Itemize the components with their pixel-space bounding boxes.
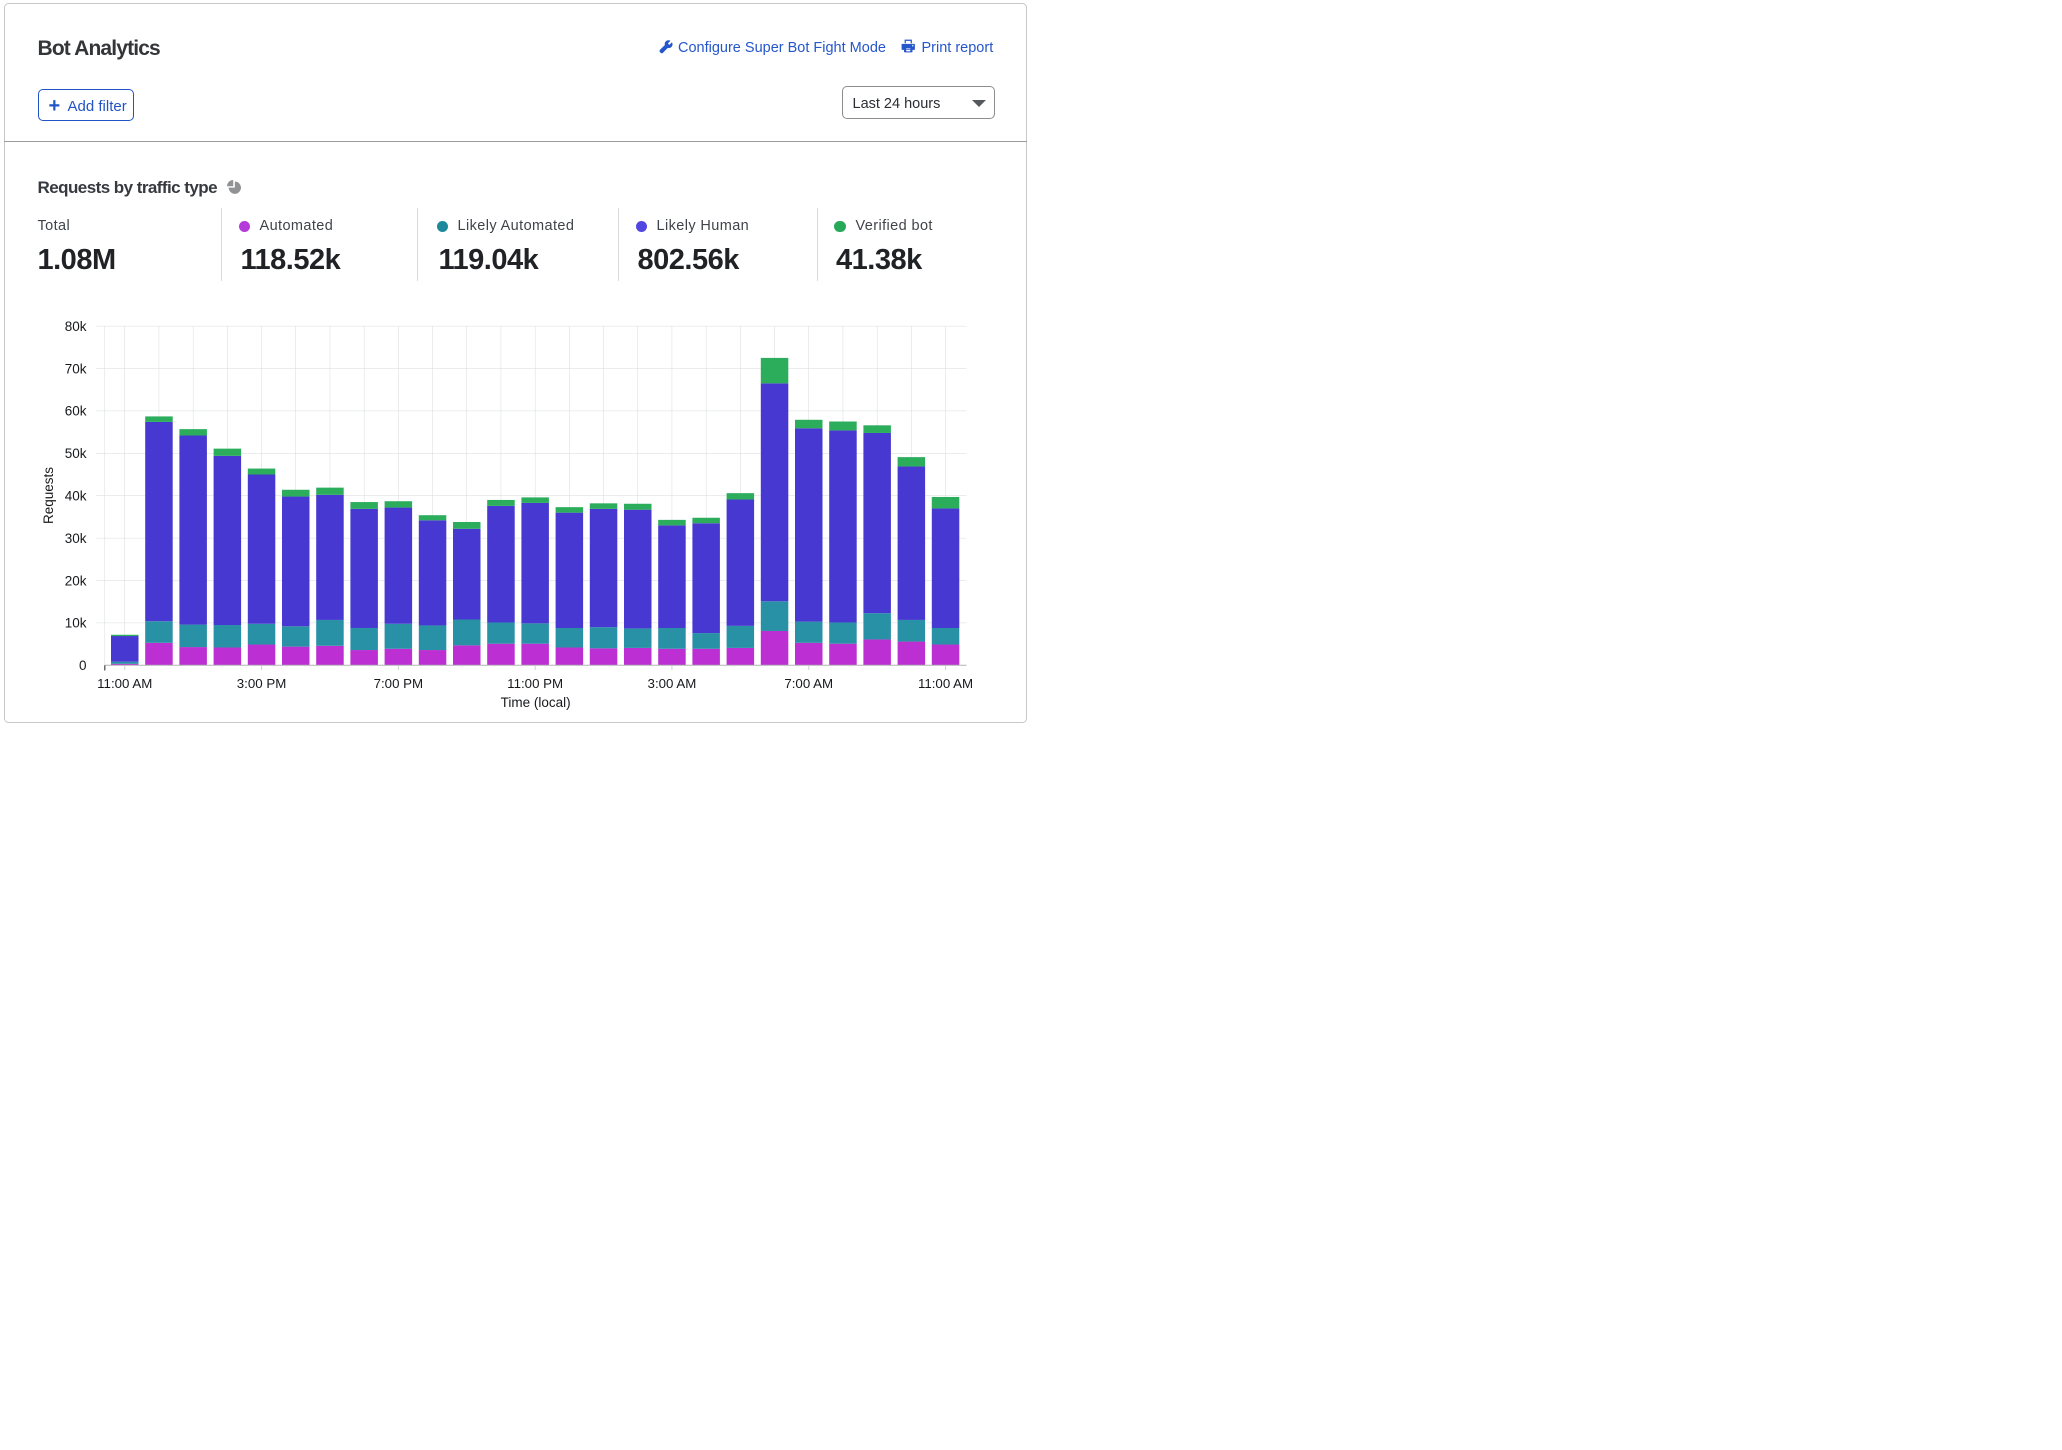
svg-text:40k: 40k — [65, 489, 87, 504]
svg-text:Requests: Requests — [41, 467, 56, 524]
svg-text:3:00 PM: 3:00 PM — [237, 676, 287, 691]
svg-text:7:00 PM: 7:00 PM — [374, 676, 424, 691]
svg-text:11:00 AM: 11:00 AM — [918, 676, 973, 691]
svg-text:0: 0 — [79, 658, 87, 673]
svg-text:30k: 30k — [65, 531, 87, 546]
svg-text:3:00 AM: 3:00 AM — [648, 676, 697, 691]
svg-text:Time (local): Time (local) — [501, 695, 571, 710]
svg-text:60k: 60k — [65, 404, 87, 419]
svg-text:20k: 20k — [65, 573, 87, 588]
svg-text:11:00 AM: 11:00 AM — [97, 676, 152, 691]
svg-text:50k: 50k — [65, 446, 87, 461]
svg-text:10k: 10k — [65, 616, 87, 631]
svg-text:80k: 80k — [65, 319, 87, 334]
svg-text:70k: 70k — [65, 361, 87, 376]
svg-text:11:00 PM: 11:00 PM — [507, 676, 563, 691]
svg-text:7:00 AM: 7:00 AM — [784, 676, 833, 691]
